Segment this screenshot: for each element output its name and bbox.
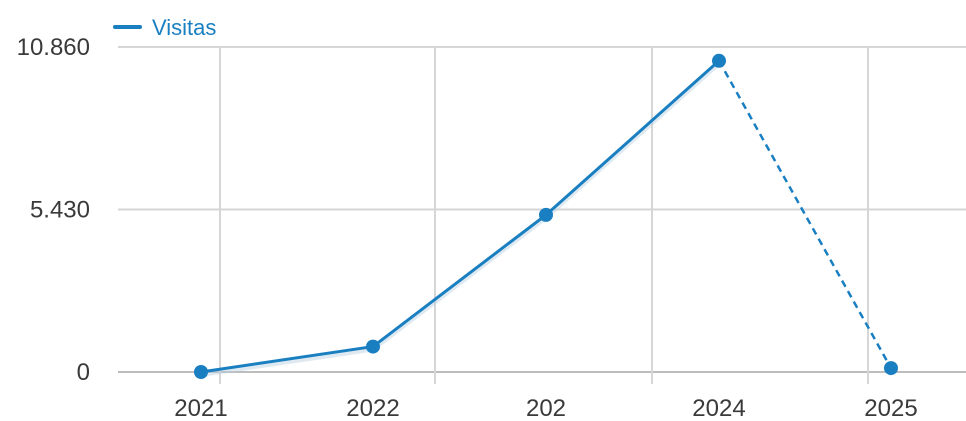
data-point[interactable] (884, 361, 898, 376)
x-tick-label: 2024 (692, 395, 745, 421)
grid-lines (118, 46, 966, 384)
series-lines (200, 59, 893, 377)
series-points (194, 53, 898, 379)
x-tick-label: 2025 (864, 395, 917, 421)
x-tick-label: 202 (526, 395, 566, 421)
series-line-projected (717, 60, 893, 369)
y-tick-label: 5.430 (30, 197, 90, 224)
y-tick-label: 10.860 (17, 34, 90, 61)
data-point[interactable] (712, 53, 726, 68)
legend[interactable]: Visitas (113, 15, 216, 40)
series-line-shadow (200, 62, 721, 377)
data-point[interactable] (366, 339, 380, 354)
y-axis-tick-labels: 0 5.430 10.860 (17, 34, 90, 386)
series-line (200, 59, 720, 374)
x-axis-tick-labels: 2021 2022 202 2024 2025 (174, 395, 917, 421)
x-tick-label: 2022 (346, 395, 399, 421)
data-point[interactable] (539, 207, 553, 222)
x-tick-label: 2021 (174, 395, 227, 421)
y-tick-label: 0 (77, 359, 90, 386)
legend-label: Visitas (152, 15, 216, 40)
data-point[interactable] (194, 365, 208, 379)
